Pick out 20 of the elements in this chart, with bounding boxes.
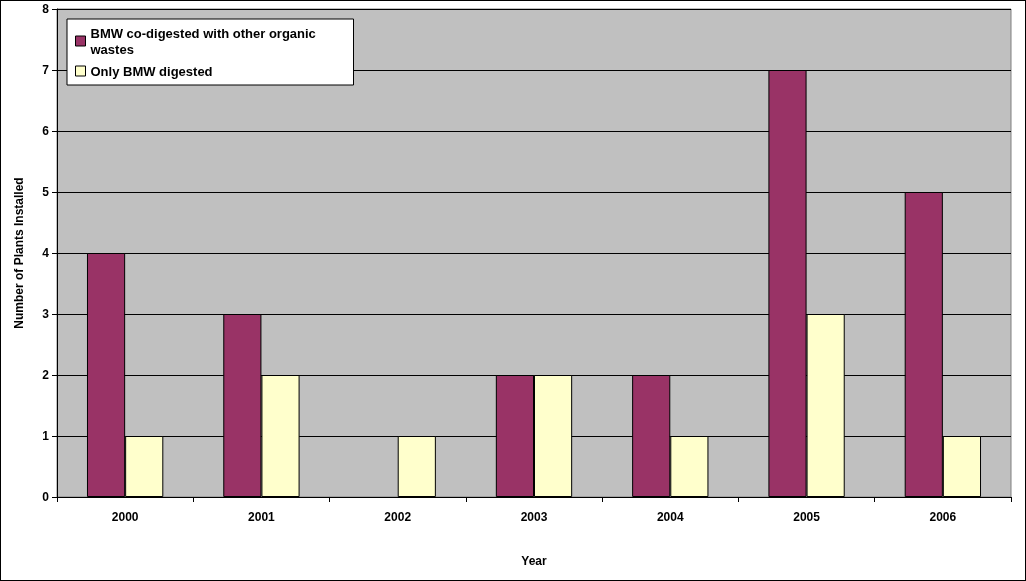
x-tick-label: 2004 [656,510,684,524]
y-tick-label: 3 [42,307,50,321]
x-tick-label: 2002 [384,510,412,524]
legend-label: BMW co-digested with other organic wastes [89,25,320,57]
x-axis-title: Year [521,554,548,568]
y-axis-title: Number of Plants Installed [12,177,26,329]
x-tick-label: 2006 [929,510,957,524]
y-tick-label: 7 [42,63,50,77]
y-tick-label: 5 [42,185,50,199]
x-tick-label: 2003 [520,510,548,524]
x-tick-label: 2005 [793,510,821,524]
y-tick-label: 1 [42,429,50,443]
y-tick-label: 4 [42,246,50,260]
x-tick-label: 2001 [248,510,276,524]
legend-label: Only BMW digested [90,63,213,79]
y-tick-label: 0 [42,490,50,504]
y-tick-label: 8 [42,2,50,16]
x-tick-label: 2000 [111,510,139,524]
y-tick-label: 6 [42,124,50,138]
y-tick-label: 2 [42,368,50,382]
